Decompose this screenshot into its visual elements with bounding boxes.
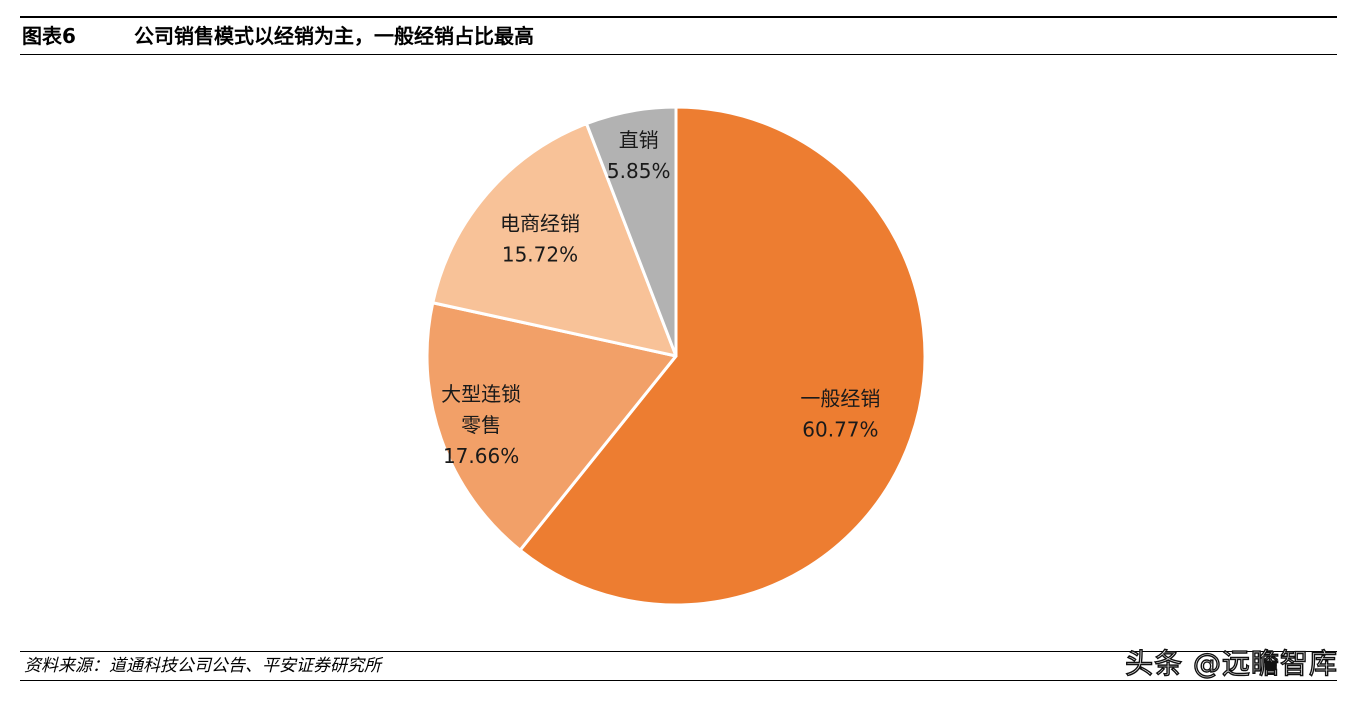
source-note: 资料来源：道通科技公司公告、平安证券研究所 [24, 656, 381, 676]
slice-dianshang-jingxiao [431, 122, 678, 358]
slice-zhixiao [585, 105, 678, 358]
slice-yiban-jingxiao [518, 105, 927, 607]
slice-daxing-liansuo [425, 301, 678, 552]
slice-category-label: 零售 [461, 413, 501, 437]
slice-zhixiao-label: 直销 5.85% [607, 128, 671, 183]
slice-category-label: 直销 [619, 128, 659, 152]
slice-value-label: 15.72% [502, 243, 578, 267]
figure-title: 图表6 公司销售模式以经销为主，一般经销占比最高 [22, 21, 534, 51]
pie-chart: 一般经销 60.77% 大型连锁零售 17.66% 电商经销 15.72% 直销 5.85% [425, 105, 927, 607]
figure-caption: 公司销售模式以经销为主，一般经销占比最高 [134, 24, 534, 48]
slice-dianshang-jingxiao-label: 电商经销 15.72% [500, 212, 580, 267]
slice-category-label: 一般经销 [800, 386, 880, 410]
header-top-rule [20, 16, 1337, 18]
header-bottom-rule [20, 54, 1337, 55]
slice-value-label: 60.77% [802, 417, 878, 441]
footer-top-rule [20, 651, 1337, 652]
figure-label: 图表6 [22, 24, 76, 48]
slice-yiban-jingxiao-label: 一般经销 60.77% [800, 386, 880, 441]
slice-value-label: 17.66% [443, 444, 519, 468]
slice-category-label: 电商经销 [500, 212, 580, 236]
watermark: 头条 @远瞻智库 [1124, 646, 1338, 680]
slice-daxing-liansuo-label: 大型连锁零售 17.66% [441, 382, 521, 468]
pie-labels: 一般经销 60.77% 大型连锁零售 17.66% 电商经销 15.72% 直销 5.85% [441, 128, 880, 468]
footer-bottom-rule [20, 680, 1337, 681]
slice-value-label: 5.85% [607, 159, 671, 183]
pie-slices [425, 105, 927, 607]
slice-category-label: 大型连锁 [441, 382, 521, 406]
